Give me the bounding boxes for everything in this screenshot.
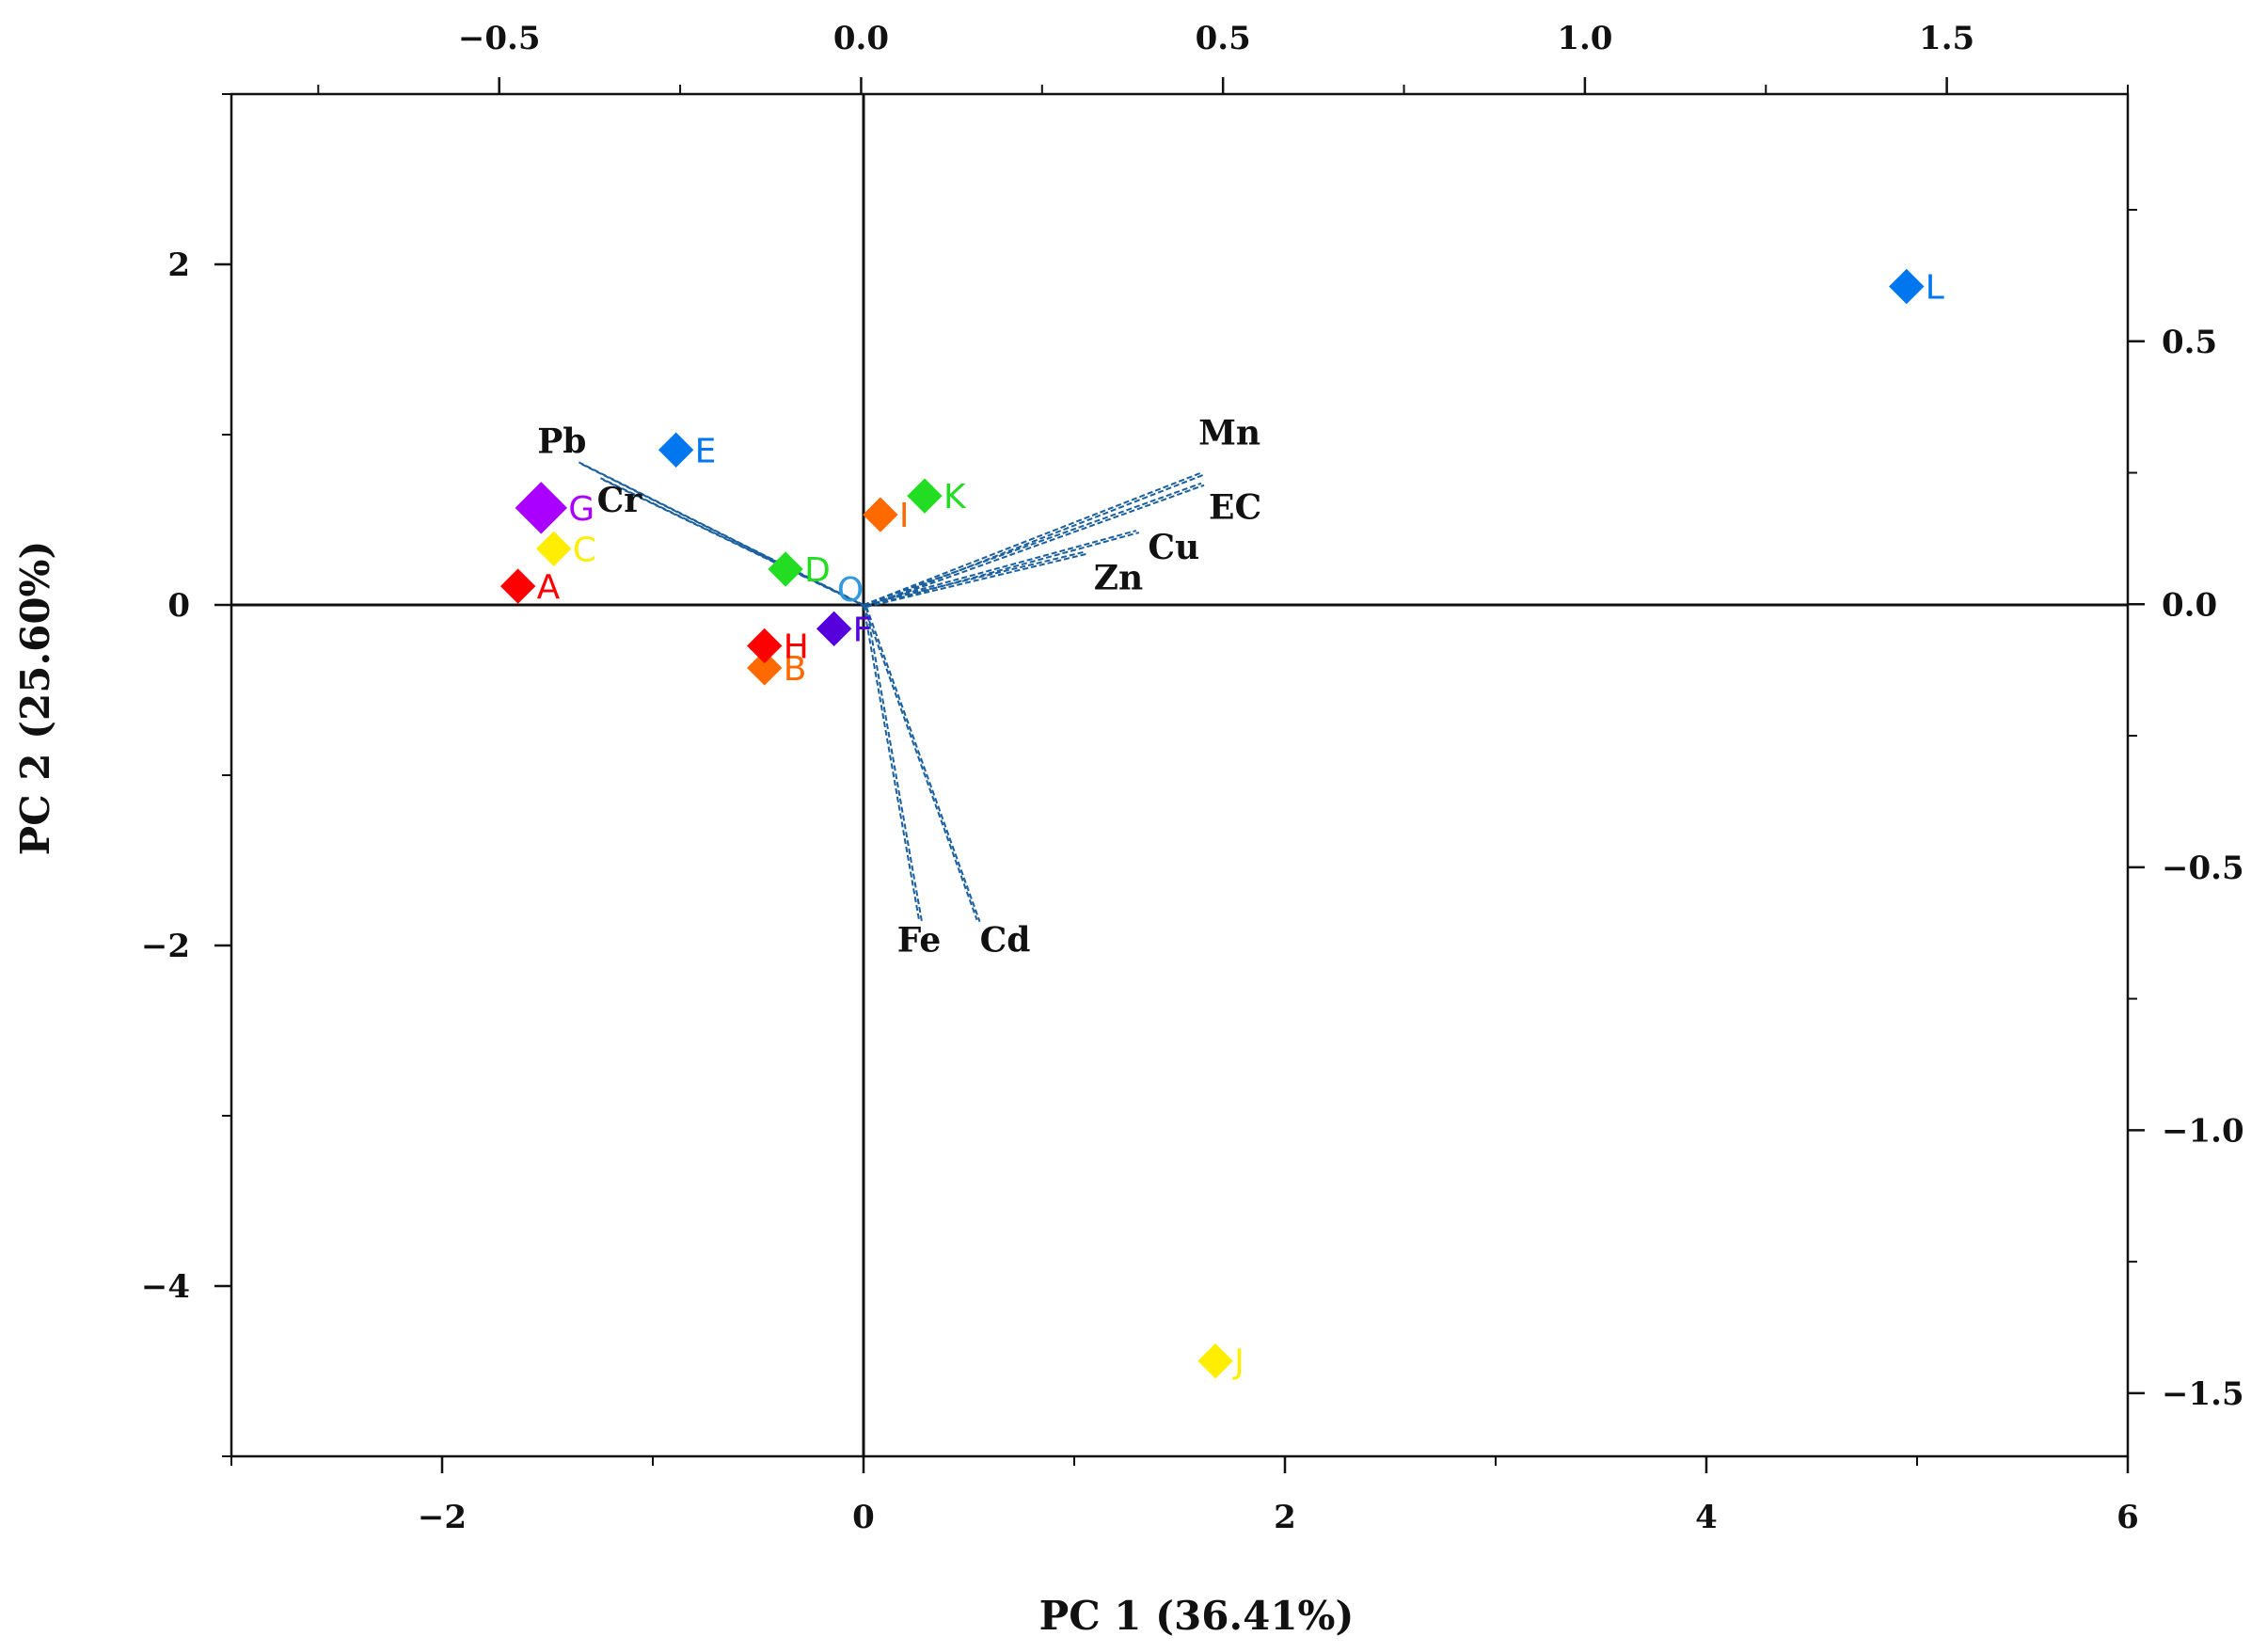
loading-label-cr: Cr (597, 481, 643, 520)
plot-border (230, 92, 2130, 1458)
score-point-j (1197, 1342, 1233, 1379)
x-tick-label: 0 (852, 1499, 875, 1536)
axis-titles: PC 1 (36.41%) PC 2 (25.60%) (12, 541, 1354, 1639)
score-label-e: E (695, 432, 717, 470)
top-tick-label: −0.5 (458, 20, 541, 57)
loading-line-shadow-ec (865, 484, 1205, 608)
loading-label-mn: Mn (1198, 414, 1260, 453)
loading-line-ec (863, 482, 1202, 606)
loading-line-shadow-cu (865, 532, 1140, 608)
x-tick-label: 4 (1695, 1499, 1718, 1536)
y-tick-label: 0 (167, 587, 190, 625)
origin-label: O (837, 571, 864, 610)
loading-label-zn: Zn (1094, 558, 1143, 597)
score-point-l (1889, 268, 1925, 305)
x-tick-label: −2 (418, 1499, 467, 1536)
loading-label-cu: Cu (1148, 528, 1199, 567)
score-label-a: A (537, 568, 561, 607)
score-point-b (747, 650, 783, 686)
loading-label-pb: Pb (537, 421, 586, 461)
score-label-b: B (784, 650, 807, 689)
top-tick-label: 1.5 (1919, 20, 1974, 57)
x-tick-label: 2 (1274, 1499, 1296, 1536)
zero-lines (231, 94, 2128, 1456)
y-axis-title: PC 2 (25.60%) (12, 541, 58, 856)
score-label-c: C (573, 531, 596, 569)
score-points: A B C D E F G H I J K L (499, 268, 1944, 1382)
loading-label-fe: Fe (897, 921, 942, 961)
score-point-f (816, 611, 852, 647)
score-point-d (768, 551, 803, 587)
score-point-i (863, 497, 898, 532)
loading-line-cu (863, 530, 1137, 606)
top-tick-label: 1.0 (1557, 20, 1612, 57)
axis-ticks: −2 0 2 4 6 −4 −2 0 2 −0.5 0.0 0.5 1.0 1.5 0.5 0.0 −0.5 −1… (141, 20, 2244, 1536)
right-tick-label: 0.0 (2162, 586, 2217, 624)
score-label-d: D (804, 551, 831, 590)
right-tick-label: −1.5 (2162, 1375, 2244, 1413)
score-point-e (658, 432, 694, 468)
score-point-c (536, 531, 572, 566)
x-axis-title: PC 1 (36.41%) (1039, 1593, 1355, 1639)
loading-line-zn (863, 550, 1086, 606)
loading-line-cd (863, 604, 978, 921)
loading-line-shadow-zn (865, 552, 1089, 608)
y-tick-label: 2 (167, 246, 190, 284)
right-tick-label: 0.5 (2162, 324, 2217, 361)
x-tick-label: 6 (2116, 1499, 2139, 1536)
score-point-a (499, 568, 536, 604)
score-point-g (515, 482, 567, 534)
y-tick-label: −2 (141, 928, 190, 965)
loading-line-shadow-cr (602, 479, 867, 608)
loading-line-fe (863, 604, 920, 920)
score-label-l: L (1926, 269, 1944, 308)
loading-line-mn (863, 471, 1202, 606)
right-tick-label: −1.0 (2162, 1112, 2244, 1150)
score-point-k (907, 478, 943, 514)
score-label-j: J (1232, 1343, 1244, 1382)
top-tick-label: 0.0 (833, 20, 889, 57)
score-label-k: K (943, 478, 967, 516)
score-label-g: G (568, 490, 594, 529)
loading-line-shadow-mn (865, 473, 1205, 608)
score-label-i: I (899, 497, 910, 535)
plot-frame (230, 92, 2130, 1458)
loading-line-shadow-cd (865, 606, 981, 923)
loading-line-shadow-fe (865, 606, 923, 922)
loading-label-ec: EC (1209, 488, 1261, 528)
score-label-f: F (853, 611, 873, 649)
top-tick-label: 0.5 (1196, 20, 1251, 57)
score-label-h: H (784, 627, 809, 666)
right-tick-label: −0.5 (2162, 850, 2244, 887)
y-tick-label: −4 (141, 1268, 190, 1306)
loading-label-cd: Cd (980, 921, 1031, 961)
score-point-h (747, 627, 783, 664)
